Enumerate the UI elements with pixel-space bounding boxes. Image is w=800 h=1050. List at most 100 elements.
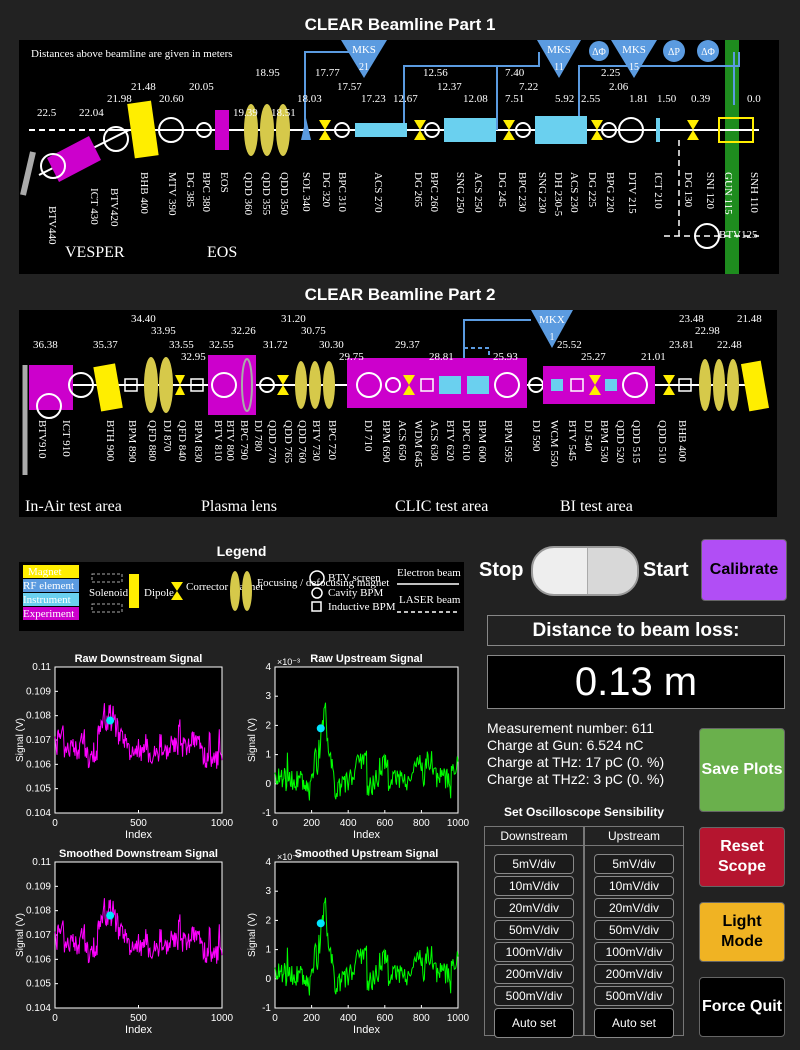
signal-plot: Raw Downstream Signal 0 500 1000 0.104 0.105 0… bbox=[0, 650, 240, 841]
bpc-720 bbox=[385, 377, 401, 393]
calibrate-button[interactable]: Calibrate bbox=[701, 539, 787, 601]
upstream-sens-button[interactable]: 500mV/div bbox=[594, 986, 674, 1006]
element-label: DG 320 bbox=[320, 172, 332, 208]
distance-label: 18.51 bbox=[271, 107, 296, 119]
downstream-sens-button[interactable]: 20mV/div bbox=[494, 898, 574, 918]
element-label: BTV 620 bbox=[444, 420, 456, 462]
upstream-sens-button[interactable]: 10mV/div bbox=[594, 876, 674, 896]
area-in-air: In-Air test area bbox=[25, 498, 122, 515]
quad-765 bbox=[309, 361, 321, 409]
element-label: QDD 770 bbox=[266, 420, 278, 464]
x-tick-label: 200 bbox=[303, 1013, 320, 1024]
quad-515 bbox=[713, 359, 725, 411]
plot-area bbox=[274, 861, 459, 1009]
legend-btv-label: BTV screen bbox=[328, 572, 381, 584]
mkx-feed-dashed bbox=[464, 347, 490, 370]
eos-experiment bbox=[215, 110, 229, 150]
y-axis-label: Signal (V) bbox=[247, 913, 258, 957]
beamline2-diagram: MKX 1 bbox=[19, 310, 777, 517]
downstream-sens-button[interactable]: 5mV/div bbox=[494, 854, 574, 874]
rf-feed-4 bbox=[578, 52, 740, 130]
downstream-sens-button[interactable]: 100mV/div bbox=[494, 942, 574, 962]
mks21-num: 21 bbox=[359, 62, 369, 73]
light-mode-button[interactable]: Light Mode bbox=[699, 902, 785, 962]
downstream-sens-button[interactable]: 50mV/div bbox=[494, 920, 574, 940]
element-label: BTH 900 bbox=[104, 420, 116, 462]
distance-label: 34.40 bbox=[131, 313, 156, 325]
distance-label: 28.81 bbox=[429, 351, 454, 363]
legend-cavity-bpm-icon bbox=[311, 587, 323, 599]
distance-label: 19.39 bbox=[233, 107, 258, 119]
signal-line bbox=[54, 898, 223, 964]
mks15-num: 15 bbox=[629, 62, 639, 73]
corrector-245 bbox=[503, 120, 515, 140]
phase-shifter-1 bbox=[589, 41, 609, 61]
y-tick-label: 0.109 bbox=[26, 881, 51, 892]
element-label: BPM 595 bbox=[502, 420, 514, 463]
mks11-num: 11 bbox=[554, 62, 564, 73]
plasma-lens bbox=[208, 355, 256, 415]
downstream-sens-button[interactable]: 200mV/div bbox=[494, 964, 574, 984]
downstream-sens-button[interactable]: 500mV/div bbox=[494, 986, 574, 1006]
upstream-header: Upstream bbox=[585, 827, 683, 846]
area-clic: CLIC test area bbox=[395, 498, 488, 515]
element-label: MTV 390 bbox=[166, 172, 178, 216]
corrector-225 bbox=[591, 120, 603, 140]
wcm-550 bbox=[605, 379, 617, 391]
phase-shifter-3 bbox=[697, 40, 719, 62]
legend-magnet-swatch bbox=[23, 565, 79, 578]
y-tick-label: 0.11 bbox=[32, 662, 51, 673]
reset-scope-button[interactable]: Reset Scope bbox=[699, 827, 785, 887]
element-label: BTV 800 bbox=[224, 420, 236, 462]
x-axis-label: Index bbox=[125, 1024, 152, 1035]
x-tick-label: 400 bbox=[340, 1013, 357, 1024]
upstream-sens-button[interactable]: 100mV/div bbox=[594, 942, 674, 962]
element-label: BTV910 bbox=[36, 420, 48, 459]
bpm-595 bbox=[570, 378, 584, 392]
element-label: DG 225 bbox=[586, 172, 598, 208]
bpm-890 bbox=[124, 378, 138, 392]
legend-instrument-label: Instrument bbox=[23, 594, 71, 606]
downstream-auto-set-button[interactable]: Auto set bbox=[494, 1008, 574, 1038]
upstream-auto-set-button[interactable]: Auto set bbox=[594, 1008, 674, 1038]
element-label: DJ 780 bbox=[252, 420, 264, 452]
y-tick-label: 0.106 bbox=[26, 954, 51, 965]
phase-shifter-2 bbox=[663, 40, 685, 62]
element-label: ACS 650 bbox=[396, 420, 408, 461]
upstream-sens-button[interactable]: 20mV/div bbox=[594, 898, 674, 918]
force-quit-button[interactable]: Force Quit bbox=[699, 977, 785, 1037]
legend-laser-beam-label: LASER beam bbox=[399, 594, 461, 606]
legend-solenoid-icon-2 bbox=[91, 603, 123, 613]
acs-250 bbox=[444, 118, 496, 142]
legend-experiment-swatch bbox=[23, 607, 79, 620]
start-stop-toggle[interactable] bbox=[531, 546, 639, 596]
x-tick-label: 0 bbox=[52, 1013, 58, 1024]
element-label: BHB 400 bbox=[676, 420, 688, 462]
upstream-sens-button[interactable]: 50mV/div bbox=[594, 920, 674, 940]
upstream-sens-button[interactable]: 5mV/div bbox=[594, 854, 674, 874]
distance-label: 5.92 bbox=[555, 93, 574, 105]
distance-label: 31.20 bbox=[281, 313, 306, 325]
element-label: SNG 230 bbox=[536, 172, 548, 214]
element-label: BPC 260 bbox=[428, 172, 440, 213]
bpm-260 bbox=[424, 122, 440, 138]
save-plots-button[interactable]: Save Plots bbox=[699, 728, 785, 812]
distance-label: 23.81 bbox=[669, 339, 694, 351]
solenoid-340 bbox=[301, 118, 311, 140]
distance-label: 2.25 bbox=[601, 67, 621, 79]
upstream-column: Upstream 5mV/div 10mV/div 20mV/div 50mV/div… bbox=[584, 826, 684, 1038]
bpm-690 bbox=[420, 378, 434, 392]
downstream-sens-button[interactable]: 10mV/div bbox=[494, 876, 574, 896]
element-label: BPG 220 bbox=[604, 172, 616, 213]
x-tick-label: 400 bbox=[340, 818, 357, 829]
bpm-230 bbox=[515, 122, 531, 138]
signal-line bbox=[274, 897, 459, 996]
element-label: DG 130 bbox=[682, 172, 694, 208]
upstream-sens-button[interactable]: 200mV/div bbox=[594, 964, 674, 984]
plot-title: Raw Upstream Signal bbox=[310, 653, 422, 665]
element-label: DJ 540 bbox=[582, 420, 594, 452]
element-label: ACS 230 bbox=[568, 172, 580, 213]
phase-label-3: ΔΦ bbox=[701, 47, 715, 58]
element-label: DH 230-5 bbox=[552, 172, 564, 217]
